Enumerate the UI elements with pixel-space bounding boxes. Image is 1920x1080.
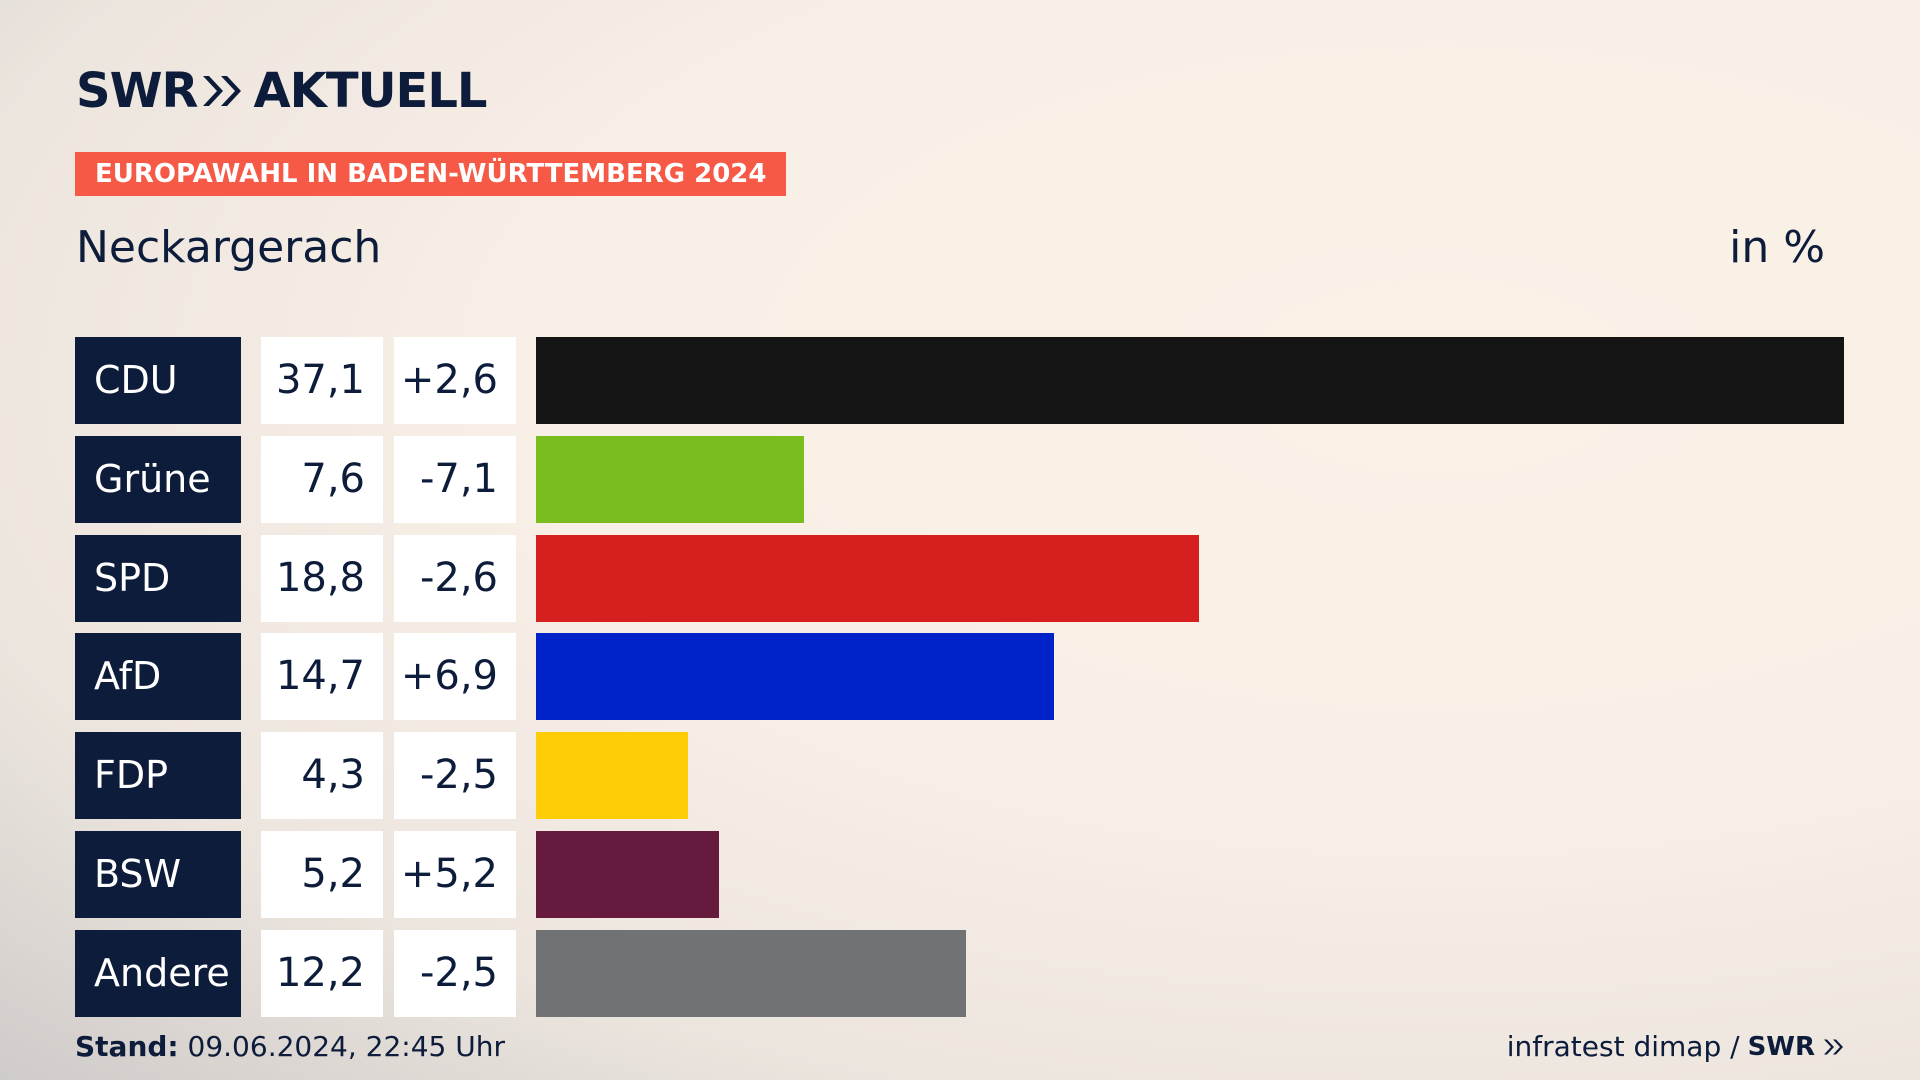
party-label: FDP: [75, 732, 241, 820]
value-label: 12,2: [261, 929, 383, 1017]
footer-brand: SWR: [1747, 1031, 1815, 1062]
party-label: SPD: [75, 534, 241, 622]
bar: [536, 929, 967, 1017]
unit-label: in %: [1729, 222, 1825, 273]
party-label: CDU: [75, 337, 241, 424]
footer-stand: Stand: 09.06.2024, 22:45 Uhr: [75, 1030, 505, 1063]
logo: SWR AKTUELL: [76, 63, 488, 119]
bar: [536, 732, 688, 820]
change-label: +6,9: [394, 633, 516, 721]
change-label: -7,1: [394, 435, 516, 523]
value-label: 7,6: [261, 435, 383, 523]
subtitle: Neckargerach: [76, 222, 382, 273]
value-label: 14,7: [261, 633, 383, 721]
change-label: -2,5: [394, 732, 516, 820]
footer-source: infratest dimap / SWR: [1507, 1030, 1845, 1063]
source: infratest dimap /: [1506, 1030, 1740, 1063]
value-label: 5,2: [261, 831, 383, 918]
party-label: Grüne: [75, 435, 241, 523]
bar: [536, 435, 804, 523]
change-label: +5,2: [394, 831, 516, 918]
bar: [536, 337, 1844, 424]
change-label: +2,6: [394, 337, 516, 424]
value-label: 18,8: [261, 534, 383, 622]
party-label: Andere: [75, 929, 241, 1017]
value-label: 4,3: [261, 732, 383, 820]
logo-brand: SWR: [76, 63, 198, 119]
change-label: -2,6: [394, 534, 516, 622]
party-label: AfD: [75, 633, 241, 721]
bar: [536, 831, 720, 918]
bar: [536, 534, 1199, 622]
logo-arrows: [203, 76, 242, 106]
stand-date: 09.06.2024, 22:45 Uhr: [187, 1030, 505, 1063]
change-label: -2,5: [394, 929, 516, 1017]
footer-arrows: [1824, 1039, 1843, 1054]
value-label: 37,1: [261, 337, 383, 424]
stand-label: Stand:: [75, 1030, 179, 1063]
logo-product: AKTUELL: [253, 63, 487, 119]
party-label: BSW: [75, 831, 241, 918]
election-tag: EUROPAWAHL IN BADEN-WÜRTTEMBERG 2024: [75, 152, 787, 196]
bar: [536, 633, 1055, 721]
